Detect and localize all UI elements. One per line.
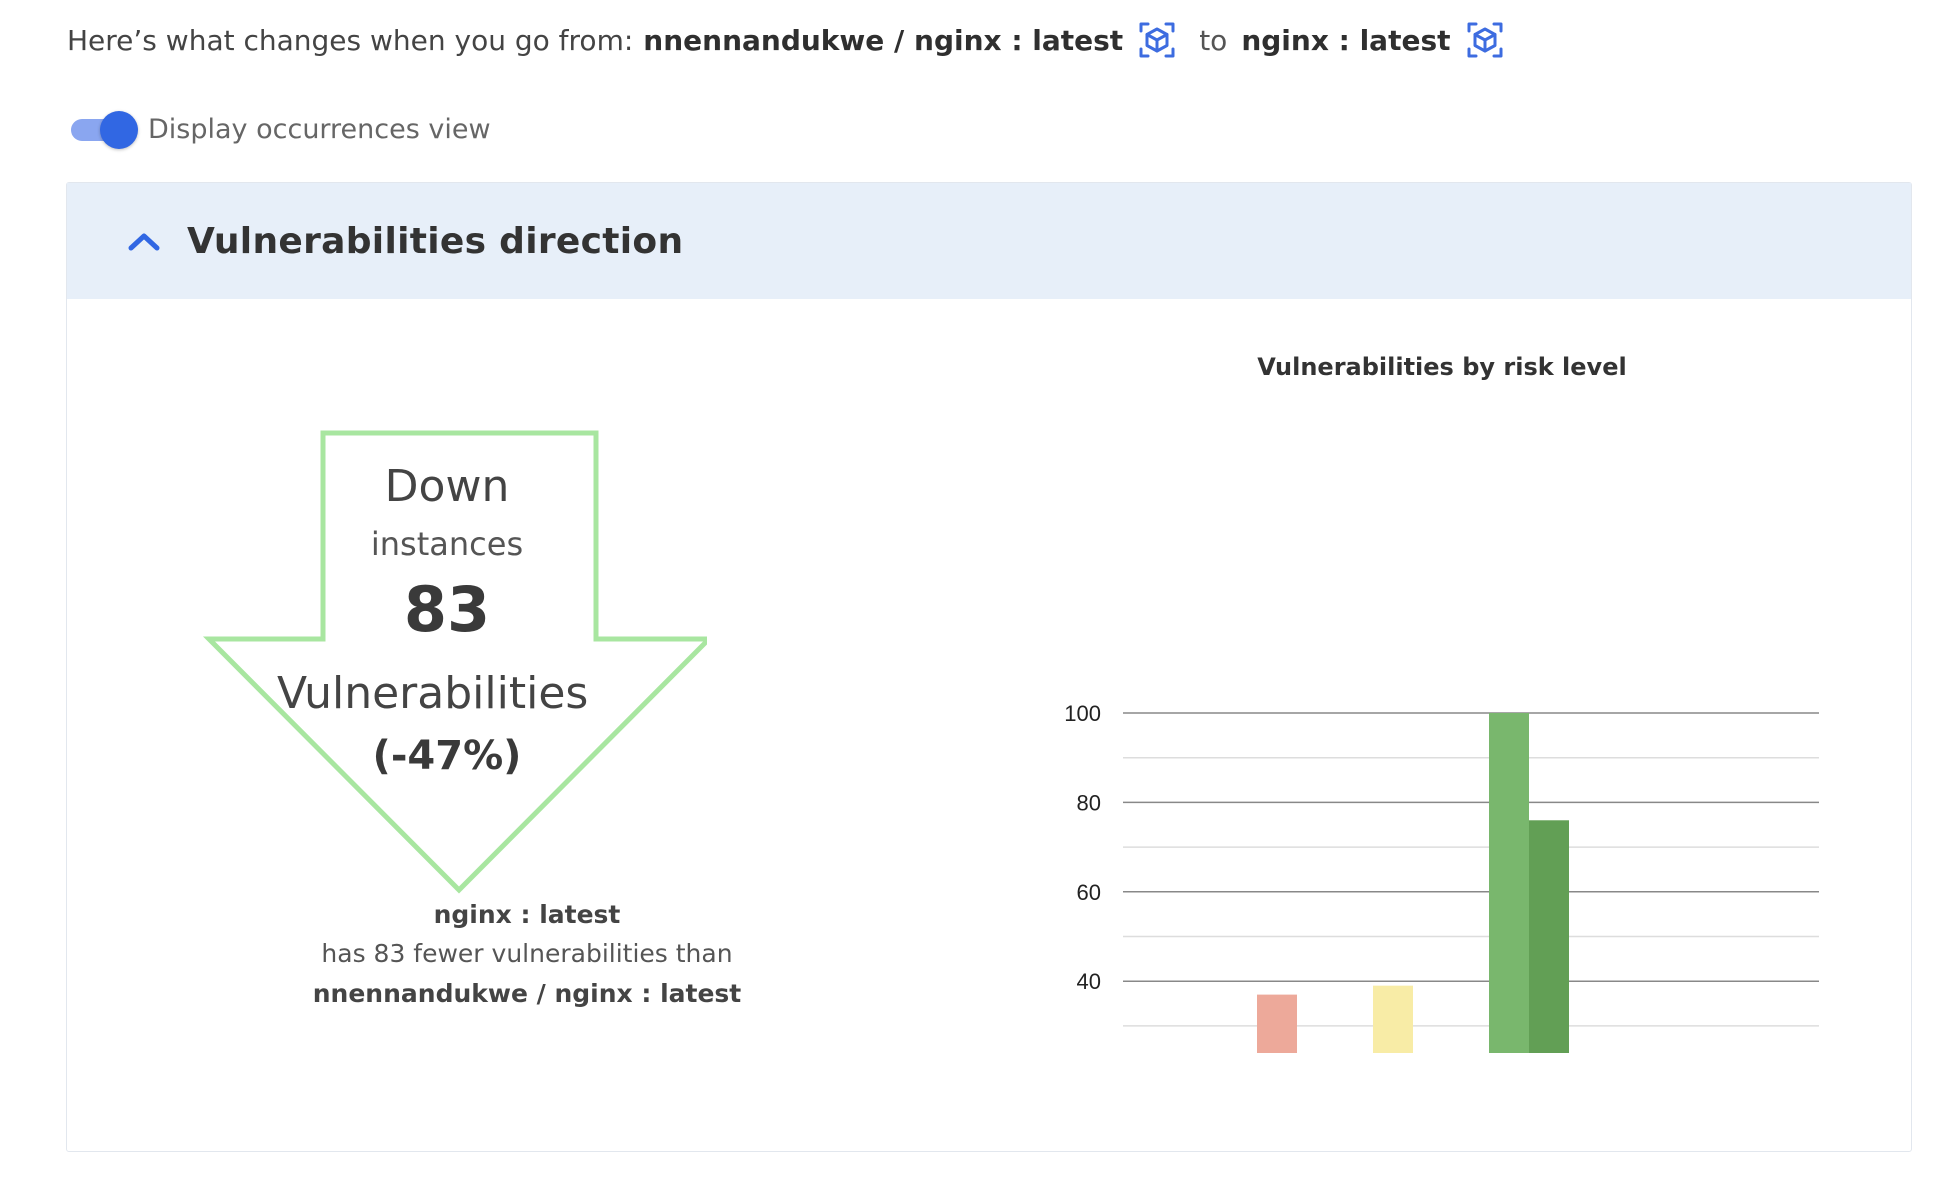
y-tick-label: 100: [1064, 701, 1101, 726]
toggle-knob: [100, 111, 138, 149]
noun-label: Vulnerabilities: [277, 668, 589, 719]
risk-level-bar-chart: 020406080100CriticalHighMediumLowNegligi…: [1064, 701, 1819, 1053]
chevron-up-icon[interactable]: [125, 226, 163, 256]
percent-change: (-47%): [372, 733, 522, 779]
y-tick-label: 60: [1077, 880, 1101, 905]
comparison-header: Here’s what changes when you go from: nn…: [67, 18, 1505, 62]
unit-label: instances: [370, 525, 524, 563]
bar-low-2: [1529, 820, 1569, 1053]
occurrences-toggle-row: Display occurrences view: [68, 110, 491, 149]
from-image-name[interactable]: nnennandukwe / nginx : latest: [643, 23, 1124, 57]
panel-title: Vulnerabilities direction: [187, 220, 684, 262]
summary-target-image: nginx : latest: [433, 900, 621, 929]
to-image-name[interactable]: nginx : latest: [1241, 23, 1451, 57]
y-tick-label: 40: [1077, 969, 1101, 994]
header-separator: to: [1199, 23, 1228, 57]
y-tick-label: 80: [1077, 790, 1101, 815]
direction-label: Down: [384, 461, 510, 512]
panel-header[interactable]: Vulnerabilities direction: [67, 183, 1911, 299]
container-image-icon[interactable]: [1465, 20, 1505, 60]
chart-title: Vulnerabilities by risk level: [1257, 353, 1627, 381]
summary-source-image: nnennandukwe / nginx : latest: [312, 979, 742, 1008]
bar-medium-1: [1373, 985, 1413, 1053]
summary-text: has 83 fewer vulnerabilities than: [321, 939, 733, 968]
bar-high-1: [1257, 994, 1297, 1053]
vulnerabilities-direction-panel: Vulnerabilities direction Down instances…: [66, 182, 1912, 1152]
bar-low-1: [1489, 713, 1529, 1053]
container-image-icon[interactable]: [1137, 20, 1177, 60]
header-prefix: Here’s what changes when you go from:: [67, 23, 634, 57]
down-arrow-icon: [202, 430, 707, 894]
toggle-label: Display occurrences view: [148, 113, 491, 145]
direction-arrow: Down instances 83 Vulnerabilities (-47%): [197, 423, 707, 898]
occurrences-toggle[interactable]: [68, 110, 138, 149]
vulnerability-count: 83: [403, 573, 491, 646]
